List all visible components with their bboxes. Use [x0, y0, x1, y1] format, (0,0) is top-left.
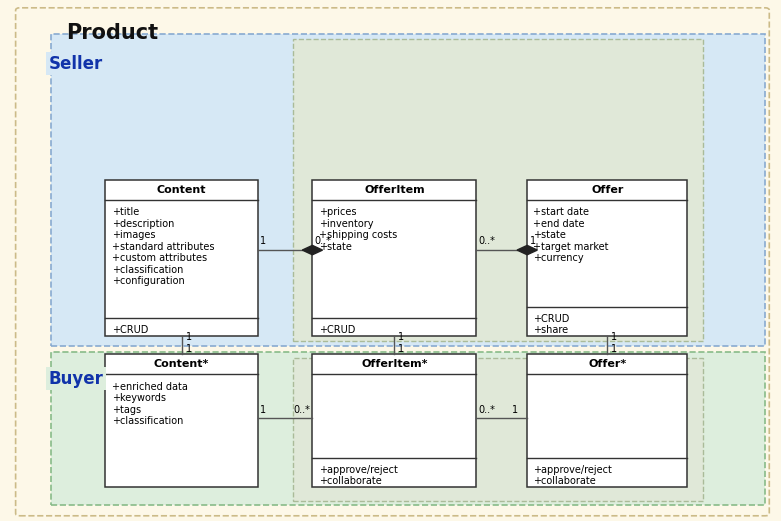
Polygon shape: [517, 245, 537, 255]
Text: +CRUD: +CRUD: [533, 314, 570, 324]
Text: +images: +images: [112, 230, 155, 240]
Text: 1: 1: [260, 236, 266, 246]
FancyBboxPatch shape: [16, 8, 769, 516]
Text: 0..*: 0..*: [479, 236, 496, 246]
Text: 1: 1: [186, 344, 191, 354]
Text: +classification: +classification: [112, 416, 183, 426]
Bar: [105, 180, 258, 336]
Text: 1: 1: [398, 332, 405, 342]
Text: +tags: +tags: [112, 405, 141, 415]
Text: +configuration: +configuration: [112, 276, 184, 286]
Text: +prices: +prices: [319, 207, 356, 217]
Text: +end date: +end date: [533, 219, 585, 229]
Bar: [312, 354, 476, 487]
FancyBboxPatch shape: [293, 358, 703, 501]
Text: 1: 1: [260, 405, 266, 415]
Text: 1: 1: [612, 332, 617, 342]
Text: +CRUD: +CRUD: [112, 325, 148, 335]
Text: +inventory: +inventory: [319, 219, 373, 229]
Bar: [527, 180, 687, 336]
Text: +approve/reject: +approve/reject: [319, 465, 398, 475]
Text: OfferItem: OfferItem: [364, 184, 425, 195]
Text: 1: 1: [530, 236, 536, 246]
Text: +title: +title: [112, 207, 139, 217]
Text: Seller: Seller: [48, 55, 102, 73]
Text: +standard attributes: +standard attributes: [112, 242, 214, 252]
Text: +classification: +classification: [112, 265, 183, 275]
Bar: [105, 354, 258, 487]
Text: +custom attributes: +custom attributes: [112, 253, 207, 263]
Text: 1: 1: [186, 332, 191, 342]
Text: Offer*: Offer*: [588, 359, 626, 369]
Text: +shipping costs: +shipping costs: [319, 230, 397, 240]
Text: 1: 1: [398, 344, 405, 354]
FancyBboxPatch shape: [51, 34, 765, 346]
Text: 1: 1: [612, 344, 617, 354]
Text: 0..*: 0..*: [479, 405, 496, 415]
Text: +keywords: +keywords: [112, 393, 166, 403]
Text: +state: +state: [319, 242, 351, 252]
Text: +currency: +currency: [533, 253, 584, 263]
FancyBboxPatch shape: [51, 352, 765, 505]
Text: 1: 1: [512, 405, 518, 415]
Text: +start date: +start date: [533, 207, 590, 217]
Text: Content: Content: [157, 184, 206, 195]
Text: +enriched data: +enriched data: [112, 382, 187, 392]
Text: Buyer: Buyer: [48, 370, 103, 388]
Text: +share: +share: [533, 325, 569, 335]
Text: +description: +description: [112, 219, 174, 229]
Text: OfferItem*: OfferItem*: [361, 359, 428, 369]
Text: Offer: Offer: [591, 184, 623, 195]
Text: +approve/reject: +approve/reject: [533, 465, 612, 475]
Text: +collaborate: +collaborate: [533, 476, 596, 486]
Text: +target market: +target market: [533, 242, 609, 252]
FancyBboxPatch shape: [293, 39, 703, 341]
Text: +state: +state: [533, 230, 566, 240]
Polygon shape: [302, 245, 323, 255]
Text: 0..*: 0..*: [315, 236, 332, 246]
Text: +CRUD: +CRUD: [319, 325, 355, 335]
Text: Product: Product: [66, 23, 159, 43]
Bar: [312, 180, 476, 336]
Text: 0..*: 0..*: [293, 405, 310, 415]
Bar: [527, 354, 687, 487]
Text: Content*: Content*: [154, 359, 209, 369]
Text: +collaborate: +collaborate: [319, 476, 381, 486]
